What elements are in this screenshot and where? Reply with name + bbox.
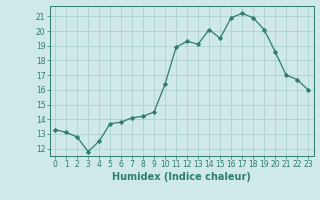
- X-axis label: Humidex (Indice chaleur): Humidex (Indice chaleur): [112, 172, 251, 182]
